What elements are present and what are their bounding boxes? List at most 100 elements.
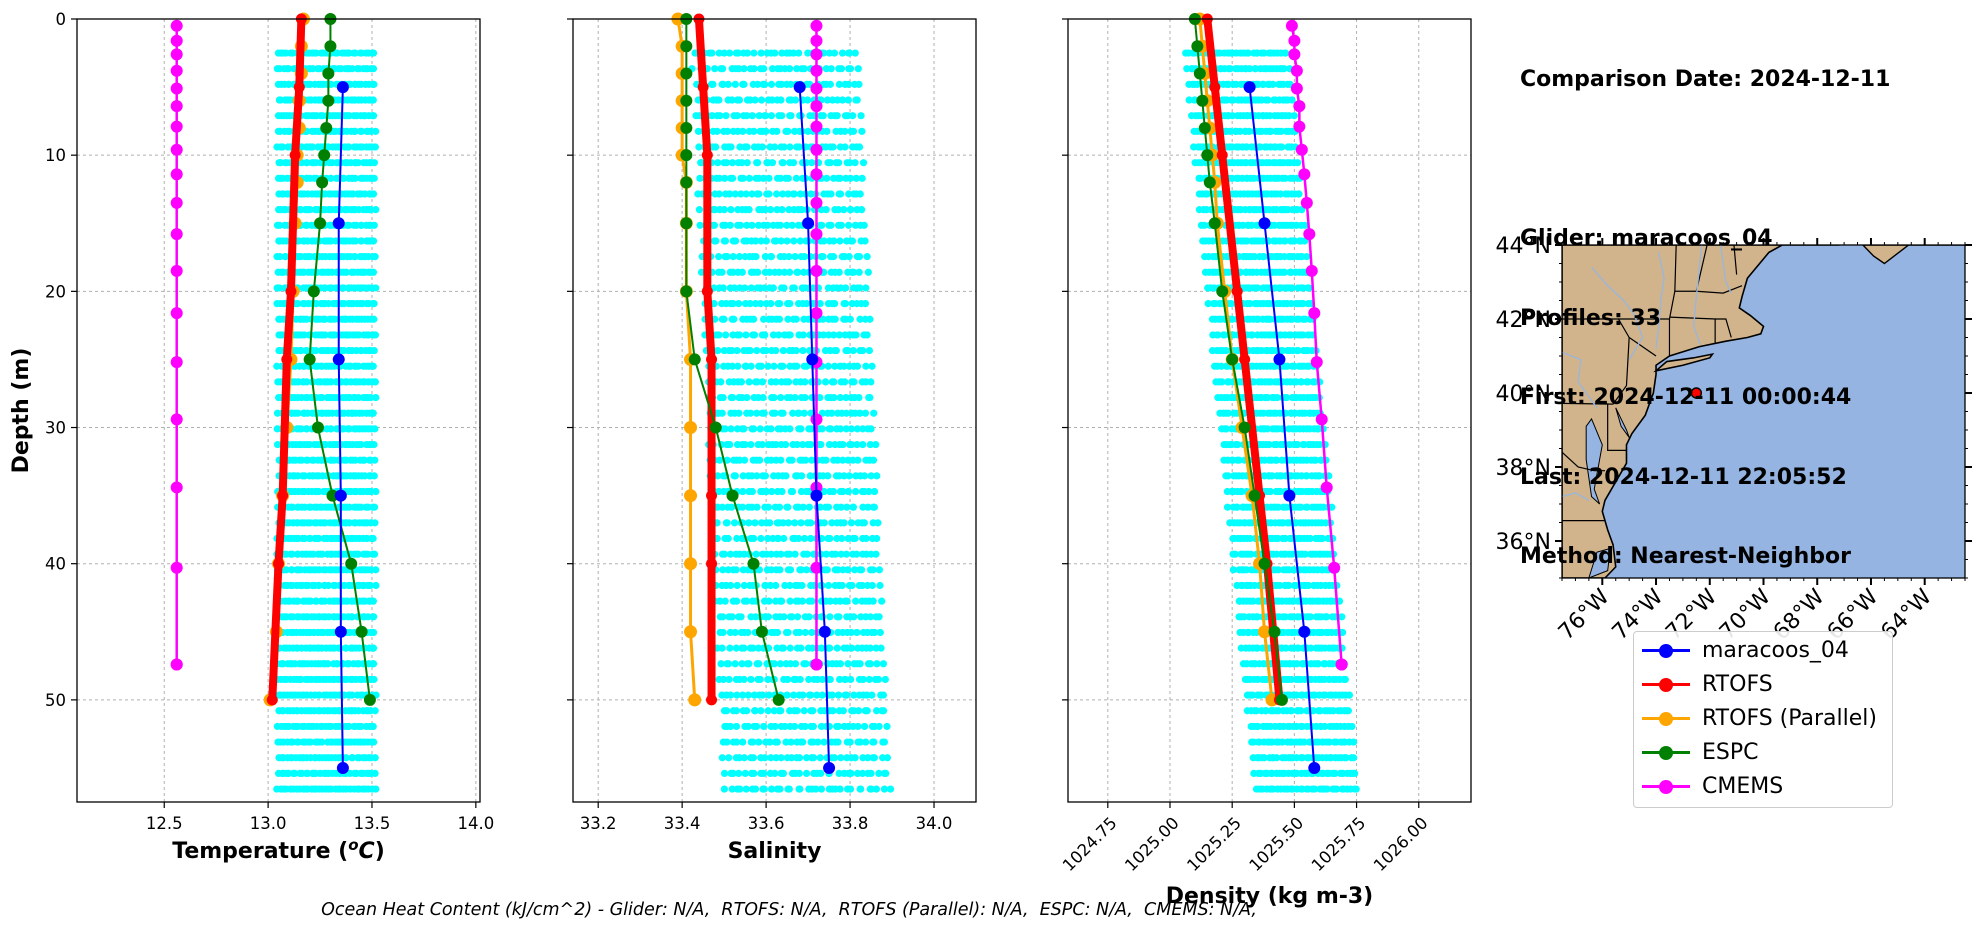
glider-scatter-point: [735, 65, 743, 73]
glider-scatter-point: [1274, 503, 1282, 511]
glider-scatter-point: [309, 550, 317, 558]
glider-scatter-point: [1273, 456, 1281, 464]
glider-scatter-point: [324, 660, 332, 668]
series-point: [273, 558, 284, 570]
glider-scatter-point: [820, 738, 828, 746]
glider-scatter-point: [712, 237, 720, 245]
glider-scatter-point: [871, 628, 879, 637]
glider-scatter-point: [835, 268, 843, 276]
glider-scatter-point: [721, 221, 729, 229]
glider-scatter-point: [1290, 237, 1299, 245]
glider-scatter-point: [839, 440, 847, 449]
glider-scatter-point: [844, 221, 853, 229]
series-point: [170, 228, 183, 241]
glider-scatter-point: [787, 112, 795, 120]
glider-scatter-point: [859, 346, 867, 355]
x-tick-label: 13.0: [250, 814, 287, 833]
glider-scatter-point: [800, 707, 808, 715]
glider-scatter-point: [807, 440, 815, 449]
glider-scatter-point: [1301, 221, 1309, 229]
glider-scatter-point: [779, 519, 787, 527]
glider-scatter-point: [789, 159, 798, 167]
glider-scatter-point: [780, 534, 788, 543]
glider-scatter-point: [749, 738, 757, 746]
glider-scatter-point: [770, 660, 779, 668]
glider-scatter-point: [780, 143, 788, 151]
series-point: [1298, 168, 1311, 181]
glider-scatter-point: [306, 206, 314, 214]
glider-scatter-point: [860, 519, 868, 527]
glider-scatter-point: [782, 738, 790, 746]
glider-scatter-point: [849, 722, 857, 731]
glider-scatter-point: [339, 284, 348, 292]
glider-scatter-point: [724, 80, 732, 88]
glider-scatter-point: [697, 268, 706, 276]
glider-scatter-point: [740, 80, 748, 88]
glider-scatter-point: [773, 206, 781, 214]
glider-scatter-point: [1223, 503, 1232, 511]
glider-scatter-point: [775, 315, 784, 323]
series-point: [802, 217, 815, 230]
glider-scatter-point: [852, 174, 860, 182]
glider-scatter-point: [1331, 769, 1339, 778]
glider-scatter-point: [1304, 581, 1313, 590]
series-point: [1288, 48, 1301, 61]
glider-scatter-point: [751, 96, 759, 104]
series-point: [336, 761, 349, 774]
glider-scatter-point: [735, 96, 744, 104]
glider-scatter-point: [837, 284, 845, 292]
glider-scatter-point: [720, 315, 728, 323]
glider-scatter-point: [749, 644, 757, 652]
glider-scatter-point: [820, 237, 828, 245]
glider-scatter-point: [827, 65, 835, 73]
x-tick-label: 33.8: [832, 814, 869, 833]
glider-scatter-point: [340, 174, 348, 182]
glider-scatter-point: [776, 785, 784, 793]
glider-scatter-point: [733, 597, 741, 605]
glider-scatter-point: [751, 300, 760, 308]
glider-scatter-point: [728, 346, 736, 355]
glider-scatter-point: [766, 738, 774, 746]
glider-scatter-point: [1306, 534, 1314, 543]
glider-scatter-point: [714, 472, 722, 480]
glider-scatter-point: [1185, 96, 1193, 104]
series-point: [1310, 356, 1323, 369]
glider-scatter-point: [779, 769, 788, 778]
glider-scatter-point: [803, 96, 812, 104]
glider-scatter-point: [716, 597, 724, 605]
glider-scatter-point: [1229, 96, 1237, 104]
glider-scatter-point: [1263, 425, 1272, 433]
glider-scatter-point: [1277, 190, 1285, 198]
glider-scatter-point: [1297, 378, 1306, 386]
series-point: [680, 176, 693, 189]
glider-scatter-point: [823, 96, 832, 104]
glider-scatter-point: [1277, 127, 1285, 135]
glider-scatter-point: [369, 409, 377, 417]
series-point: [170, 561, 183, 574]
glider-scatter-point: [371, 331, 380, 339]
glider-scatter-point: [731, 190, 739, 198]
glider-scatter-point: [1247, 550, 1255, 558]
glider-scatter-point: [345, 519, 353, 527]
glider-scatter-point: [327, 425, 335, 433]
series-point: [170, 82, 183, 95]
glider-scatter-point: [818, 221, 826, 229]
glider-scatter-point: [721, 174, 729, 182]
glider-scatter-point: [746, 346, 754, 355]
glider-scatter-point: [1333, 785, 1341, 793]
glider-scatter-point: [1318, 534, 1327, 543]
glider-scatter-point: [312, 49, 320, 57]
glider-scatter-point: [318, 393, 326, 402]
glider-scatter-point: [760, 65, 768, 73]
glider-scatter-point: [756, 456, 764, 464]
glider-scatter-point: [791, 127, 799, 135]
glider-scatter-point: [856, 284, 864, 292]
glider-scatter-point: [719, 80, 727, 88]
glider-scatter-point: [790, 237, 798, 245]
glider-scatter-point: [817, 722, 826, 731]
glider-scatter-point: [733, 691, 741, 699]
glider-scatter-point: [303, 425, 311, 433]
glider-scatter-point: [737, 190, 745, 198]
glider-scatter-point: [751, 519, 759, 527]
series-point: [697, 81, 709, 93]
